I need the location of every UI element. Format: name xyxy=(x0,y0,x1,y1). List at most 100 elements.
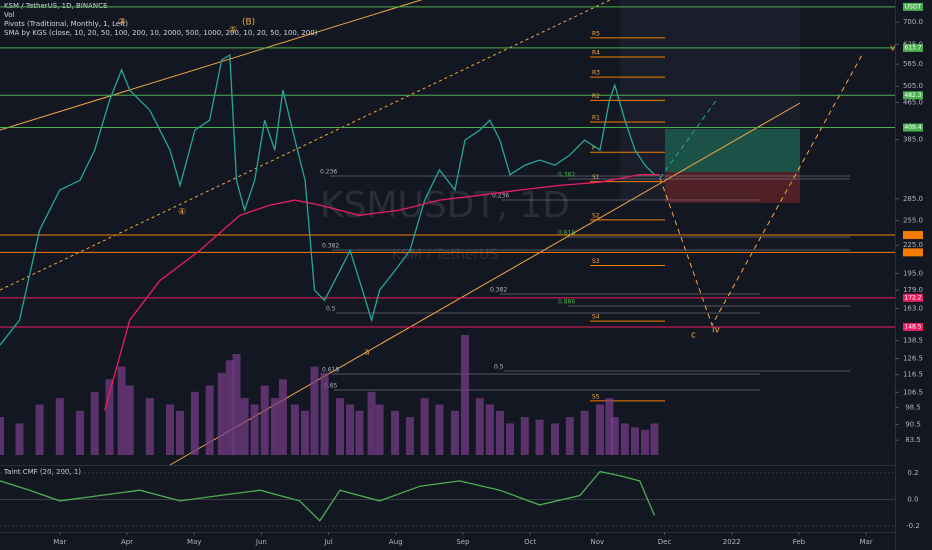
y-tick-label: 385.0 xyxy=(903,136,923,144)
x-tick-label: Oct xyxy=(524,538,536,546)
volume-bar xyxy=(290,404,299,455)
wave-projection xyxy=(659,54,863,327)
wave-label: a xyxy=(364,348,370,358)
level-badge xyxy=(903,293,923,302)
pivot-label: S1 xyxy=(592,174,600,181)
y-tick-label: 195.0 xyxy=(903,269,923,277)
volume-bar xyxy=(435,404,444,455)
fib-label: 0.618 xyxy=(322,367,339,374)
volume-bar xyxy=(495,410,504,455)
y-tick-label: 505.0 xyxy=(903,82,923,90)
level-badge xyxy=(903,43,923,52)
pivot-label: R4 xyxy=(592,49,600,56)
volume-bar xyxy=(145,398,154,455)
cmf-title: Taint CMF (20, 200, 1) xyxy=(3,468,81,476)
level-badge xyxy=(903,231,923,240)
stop-box xyxy=(665,172,800,203)
volume-bar xyxy=(475,398,484,455)
fib-label: 0.5 xyxy=(326,306,336,313)
level-label: 409.4 xyxy=(904,124,921,131)
volume-bar xyxy=(375,404,384,455)
pivot-label: R1 xyxy=(592,115,600,122)
volume-bar xyxy=(505,423,514,455)
volume-bar xyxy=(520,417,529,455)
cmf-tick-label: 0.0 xyxy=(907,496,918,504)
x-tick-label: Aug xyxy=(389,538,403,546)
volume-bar xyxy=(391,410,400,455)
level-badge xyxy=(903,123,923,132)
symbol-title: KSM / TetherUS, 1D, BINANCE xyxy=(4,2,107,10)
fib-label: 0.382 xyxy=(490,287,507,294)
pivot-label: R2 xyxy=(592,93,600,100)
volume-bar xyxy=(125,385,134,455)
indicator-label: SMA by KGS (close, 10, 20, 50, 100, 200,… xyxy=(4,29,318,37)
y-tick-label: 163.0 xyxy=(903,305,923,313)
volume-bar xyxy=(176,410,185,455)
volume-bar xyxy=(620,423,629,455)
wave-label: (B) xyxy=(242,18,255,28)
x-tick-label: Feb xyxy=(793,538,806,546)
volume-bar xyxy=(335,398,344,455)
series-line xyxy=(104,174,660,411)
volume-bar xyxy=(420,398,429,455)
volume-bar xyxy=(610,417,619,455)
volume-bar xyxy=(260,385,269,455)
level-label: 613.7 xyxy=(904,44,921,51)
volume-bar xyxy=(535,419,544,455)
cmf-tick-label: 0.2 xyxy=(907,469,918,477)
level-label: 172.2 xyxy=(904,294,921,301)
cmf-tick-label: -0.2 xyxy=(906,522,920,530)
volume-bar xyxy=(75,410,84,455)
x-tick-label: Dec xyxy=(658,538,672,546)
volume-bar xyxy=(90,391,99,455)
wave-label: ④ xyxy=(178,208,186,218)
x-tick-label: Sep xyxy=(456,538,470,546)
volume-bar xyxy=(565,417,574,455)
volume-bar xyxy=(346,404,355,455)
fib-label: 0.236 xyxy=(320,169,337,176)
bull-projection xyxy=(659,97,719,179)
volume-bar xyxy=(580,410,589,455)
y-tick-label: 225.0 xyxy=(903,241,923,249)
volume-bar xyxy=(105,379,114,455)
x-tick-label: Jul xyxy=(323,538,333,546)
volume-bar xyxy=(450,410,459,455)
x-tick-label: May xyxy=(187,538,201,546)
level-label: USDT xyxy=(905,3,922,10)
volume-bar xyxy=(117,366,126,455)
pivot-label: R3 xyxy=(592,70,600,77)
volume-bar xyxy=(205,385,214,455)
indicator-label: Pivots (Traditional, Monthly, 1, Left) xyxy=(4,20,128,28)
x-tick-label: Mar xyxy=(859,538,872,546)
volume-bar xyxy=(596,404,605,455)
volume-bar xyxy=(641,429,650,455)
series-line xyxy=(0,53,655,346)
pivot-label: S2 xyxy=(592,212,600,219)
y-tick-label: 255.0 xyxy=(903,217,923,225)
volume-bar xyxy=(217,372,226,455)
volume-bar xyxy=(460,335,469,455)
series-line xyxy=(0,470,656,522)
x-tick-label: Mar xyxy=(53,538,66,546)
y-tick-label: 98.5 xyxy=(905,404,921,412)
pivot-label: S5 xyxy=(592,393,600,400)
pivot-label: P xyxy=(592,145,596,152)
level-label: 148.5 xyxy=(904,323,921,330)
volume-bar xyxy=(0,417,4,455)
pivot-label: S3 xyxy=(592,258,600,265)
target-box xyxy=(665,129,800,172)
pivot-label: S4 xyxy=(592,314,600,321)
level-badge xyxy=(903,248,923,257)
level-label: 482.3 xyxy=(904,92,921,99)
fib-label: 0.236 xyxy=(492,193,509,200)
x-tick-label: Nov xyxy=(591,538,605,546)
pivot-label: R5 xyxy=(592,30,600,37)
volume-bar xyxy=(225,360,234,455)
y-tick-label: 565.0 xyxy=(903,60,923,68)
watermark-sub: KSM / TetherUS xyxy=(392,247,499,263)
level-badge xyxy=(903,322,923,331)
channel-upper xyxy=(0,0,423,131)
x-tick-label: 2022 xyxy=(723,538,741,546)
wave-label: iv xyxy=(712,326,721,336)
